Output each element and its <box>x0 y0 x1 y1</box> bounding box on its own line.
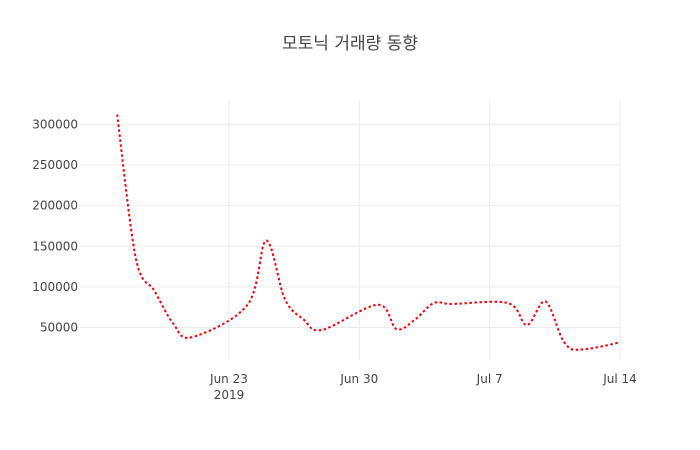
x-tick-label: Jul 7 <box>476 372 503 386</box>
y-tick-label: 300000 <box>32 117 78 131</box>
y-tick-label: 50000 <box>40 321 78 335</box>
x-tick-year-label: 2019 <box>214 388 245 402</box>
y-tick-label: 100000 <box>32 280 78 294</box>
axes: 50000 100000 150000 200000 250000 300000 Jun 2… <box>32 117 637 402</box>
y-tick-label: 150000 <box>32 239 78 253</box>
grid-lines <box>80 100 621 360</box>
series-line-0 <box>116 114 620 351</box>
y-tick-label: 200000 <box>32 199 78 213</box>
y-tick-label: 250000 <box>32 158 78 172</box>
x-tick-label: Jun 23 <box>209 372 248 386</box>
x-tick-label: Jun 30 <box>339 372 378 386</box>
series-lines <box>116 114 620 351</box>
chart-title: 모토닉 거래량 동향 <box>282 34 418 54</box>
x-tick-label: Jul 14 <box>602 372 637 386</box>
